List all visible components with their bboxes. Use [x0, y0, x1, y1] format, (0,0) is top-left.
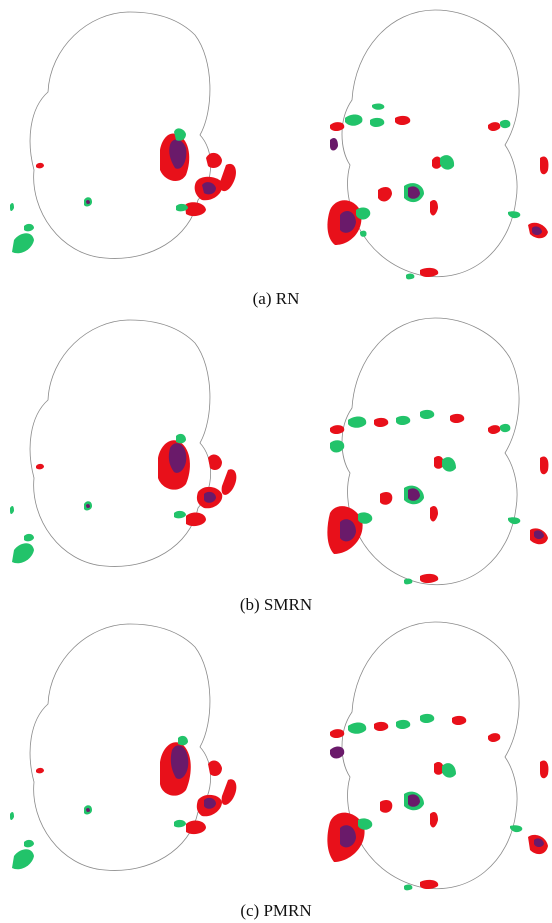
rn-right-blobs — [327, 103, 549, 280]
smrn-right-blobs — [327, 409, 549, 585]
caption-rn: (a) RN — [252, 289, 300, 308]
rn-left-blobs — [10, 128, 237, 254]
panel-pmrn-plot — [10, 621, 549, 891]
pmrn-right-blobs — [327, 713, 549, 891]
caption-pmrn: (c) PMRN — [240, 901, 312, 920]
right-outline — [341, 9, 520, 277]
pmrn-left-blobs — [10, 735, 237, 870]
panel-pmrn: (c) PMRN — [0, 612, 552, 923]
panel-rn-plot — [10, 9, 549, 280]
right-outline — [341, 317, 520, 585]
caption-smrn: (b) SMRN — [239, 595, 313, 614]
left-outline — [29, 623, 211, 871]
smrn-left-blobs — [10, 433, 237, 564]
panel-smrn: (b) SMRN — [0, 308, 552, 618]
panel-smrn-plot — [10, 317, 549, 585]
panel-rn: (a) RN — [0, 0, 552, 310]
left-outline — [29, 11, 211, 259]
right-outline — [341, 621, 520, 889]
left-outline — [29, 319, 211, 567]
